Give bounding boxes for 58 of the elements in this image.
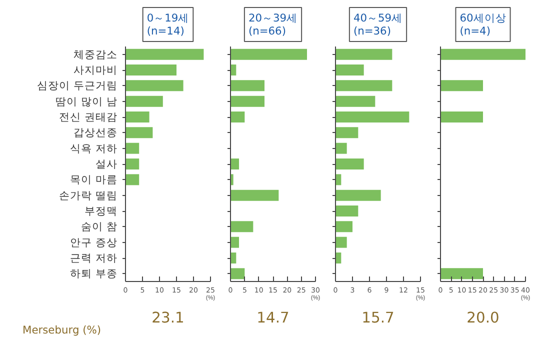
y-tick-label: 전신 권태감	[59, 110, 118, 124]
y-tick-label: 숨이 참	[81, 220, 118, 234]
chart-subtitle: (n=4)	[460, 24, 490, 38]
chart-title: 60세이상	[460, 12, 506, 24]
bar	[230, 221, 254, 232]
bar	[336, 112, 410, 122]
bar	[336, 221, 352, 232]
bar	[336, 236, 347, 248]
text: 23.1	[152, 310, 184, 326]
bar	[126, 48, 204, 60]
bar	[336, 48, 392, 60]
bar	[126, 174, 140, 186]
y-tick-label: 목이 마름	[70, 173, 118, 186]
y-tick-label: 손가락 떨림	[59, 188, 118, 202]
chart-title: 20～39세	[248, 12, 298, 24]
bar	[336, 127, 358, 138]
bar	[336, 190, 381, 201]
bar	[230, 112, 245, 122]
bar	[230, 268, 245, 280]
y-tick-label: 부정맥	[84, 204, 118, 218]
bar	[126, 127, 153, 138]
y-tick-label: 근력 저하	[70, 252, 118, 264]
text: Merseburg (%)	[22, 324, 102, 336]
text: 20.0	[466, 310, 500, 326]
chart-title: 40～59세	[353, 12, 403, 24]
bar	[336, 96, 376, 107]
bar	[230, 190, 279, 201]
y-tick-label: 체중감소	[74, 48, 118, 61]
y-tick-label: 갑상선종	[74, 126, 118, 140]
bar	[336, 142, 347, 154]
bar	[126, 80, 184, 92]
bar	[336, 80, 392, 92]
bar	[126, 64, 176, 76]
bar	[336, 158, 364, 170]
y-tick-label: 심장이 두근거림	[37, 79, 118, 92]
y-tick-label: 식욕 저하	[70, 142, 118, 155]
y-tick-label: 설사	[96, 158, 118, 170]
y-tick-label: 안구 증상	[70, 236, 118, 249]
bar	[230, 48, 307, 60]
chart-subtitle: (n=66)	[248, 24, 286, 38]
y-tick-label: 하퇴 부종	[70, 267, 118, 280]
bar	[126, 112, 150, 122]
text: 15.7	[362, 310, 394, 326]
chart-subtitle: (n=14)	[146, 24, 184, 38]
bar	[336, 206, 358, 216]
bar	[336, 64, 364, 76]
chart-title: 0～19세	[146, 12, 190, 24]
bar	[230, 236, 239, 248]
bar	[126, 96, 163, 107]
bar	[230, 96, 264, 107]
bar	[126, 158, 140, 170]
y-tick-label: 사지마비	[74, 64, 118, 76]
bar	[230, 80, 264, 92]
bar	[126, 142, 140, 154]
bar	[230, 158, 239, 170]
text: 14.7	[256, 310, 290, 326]
chart-subtitle: (n=36)	[353, 24, 392, 38]
y-tick-label: 땀이 많이 남	[56, 94, 118, 108]
